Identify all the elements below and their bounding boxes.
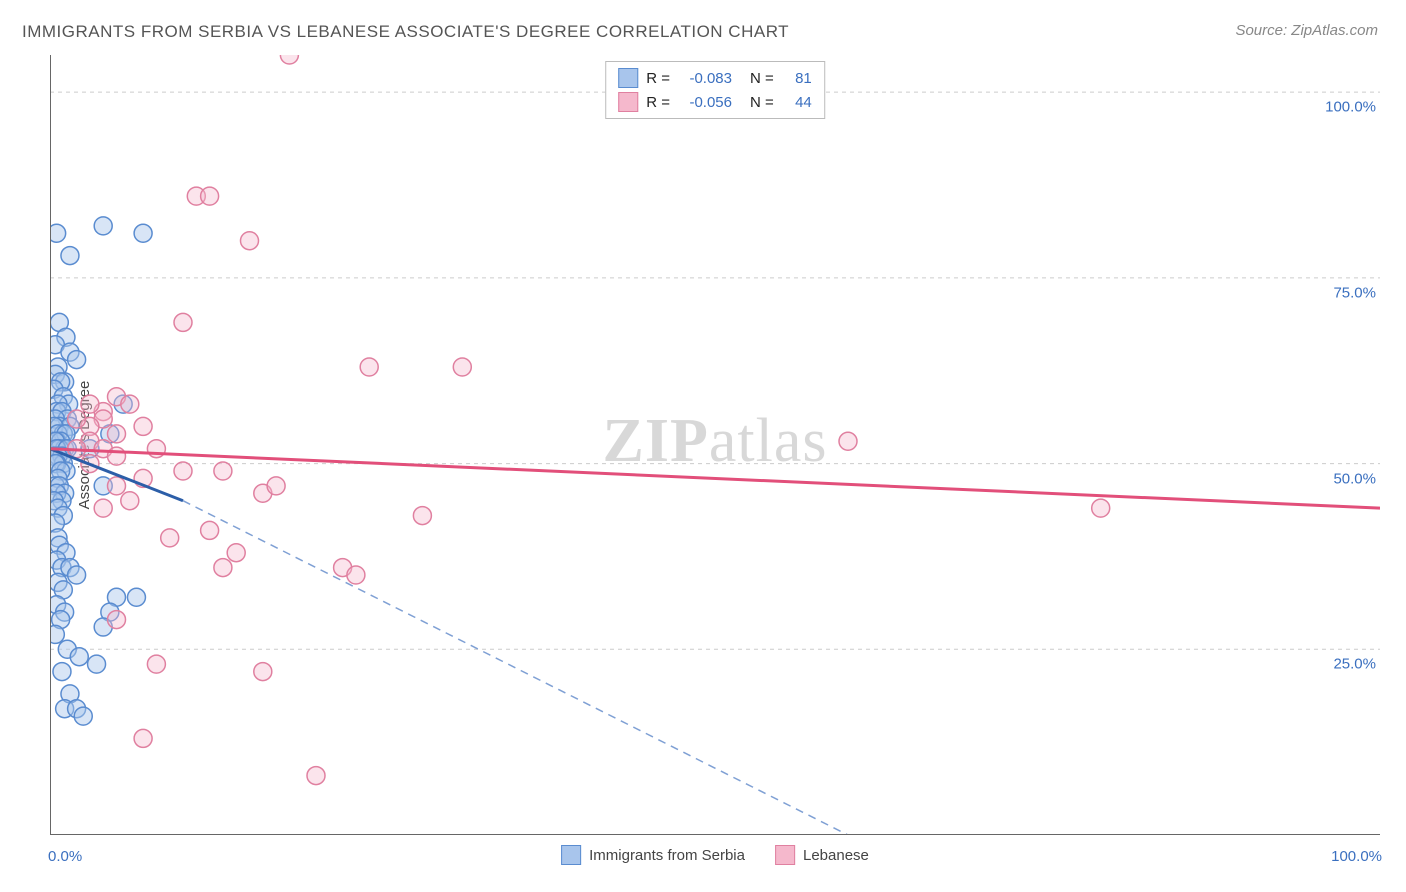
legend-series-item: Lebanese: [775, 845, 869, 865]
legend-r-value: -0.056: [678, 94, 732, 111]
legend-series-label: Immigrants from Serbia: [589, 847, 745, 864]
legend-swatch: [618, 92, 638, 112]
chart-svg: [50, 55, 1380, 835]
legend-r-label: R =: [646, 70, 670, 87]
x-axis-line: [50, 834, 1380, 835]
x-axis-min-label: 0.0%: [48, 848, 82, 865]
legend-swatch: [618, 68, 638, 88]
legend-swatch: [775, 845, 795, 865]
legend-series-label: Lebanese: [803, 847, 869, 864]
source-attribution: Source: ZipAtlas.com: [1235, 22, 1378, 39]
legend-n-label: N =: [750, 94, 774, 111]
y-axis-tick-label: 100.0%: [1325, 99, 1376, 116]
y-axis-tick-label: 75.0%: [1333, 284, 1376, 301]
correlation-legend: R = -0.083 N = 81 R = -0.056 N = 44: [605, 61, 825, 119]
legend-r-label: R =: [646, 94, 670, 111]
legend-swatch: [561, 845, 581, 865]
y-axis-line: [50, 55, 51, 835]
legend-r-value: -0.083: [678, 70, 732, 87]
legend-n-label: N =: [750, 70, 774, 87]
chart-title: IMMIGRANTS FROM SERBIA VS LEBANESE ASSOC…: [22, 22, 789, 42]
series-legend: Immigrants from Serbia Lebanese: [561, 845, 869, 865]
legend-series-item: Immigrants from Serbia: [561, 845, 745, 865]
x-axis-max-label: 100.0%: [1331, 848, 1382, 865]
y-axis-tick-label: 25.0%: [1333, 656, 1376, 673]
legend-row: R = -0.056 N = 44: [618, 90, 812, 114]
legend-n-value: 44: [782, 94, 812, 111]
legend-n-value: 81: [782, 70, 812, 87]
y-axis-tick-label: 50.0%: [1333, 470, 1376, 487]
correlation-chart: Associate's Degree 25.0%50.0%75.0%100.0%…: [50, 55, 1380, 835]
legend-row: R = -0.083 N = 81: [618, 66, 812, 90]
